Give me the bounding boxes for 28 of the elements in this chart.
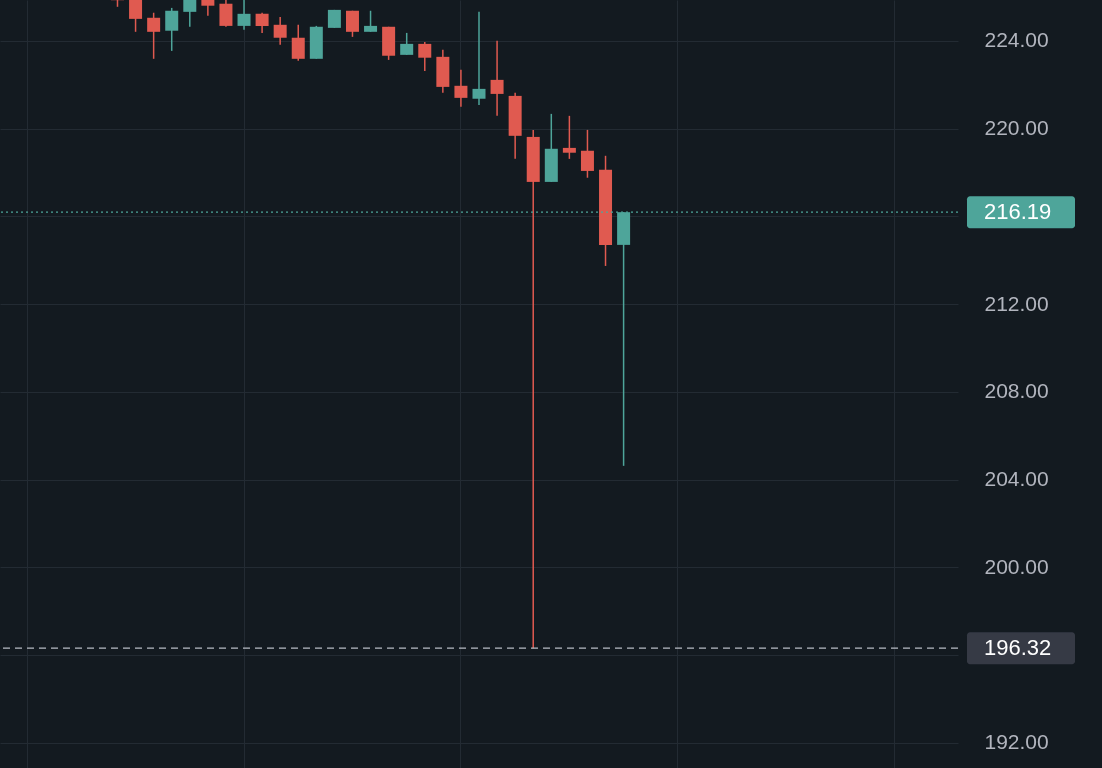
candlestick [165, 7, 179, 52]
candlestick [562, 115, 576, 160]
candlestick [364, 10, 378, 33]
candlestick [129, 0, 143, 33]
y-tick-label: 212.00 [984, 291, 1049, 315]
candlestick [255, 11, 269, 34]
ref-line-label: 196.32 [984, 635, 1052, 661]
candlestick [472, 11, 486, 106]
candlestick [490, 40, 504, 117]
y-tick-label: 224.00 [984, 28, 1049, 52]
y-tick-label: 192.00 [984, 730, 1049, 754]
candlestick [183, 0, 197, 28]
candlestick [237, 0, 251, 31]
candlestick [345, 10, 359, 38]
candlestick [147, 11, 161, 60]
candlestick [291, 24, 305, 62]
candlestick [219, 0, 233, 28]
y-tick-label: 200.00 [984, 554, 1049, 578]
ref-line-label: 216.19 [984, 199, 1052, 225]
candlestick [400, 32, 414, 56]
candlestick [418, 41, 432, 72]
candlestick [454, 69, 468, 108]
y-tick-label: 220.00 [984, 116, 1049, 140]
y-tick-label: 208.00 [984, 379, 1049, 403]
y-tick-label: 204.00 [984, 467, 1049, 491]
candlestick [273, 16, 287, 46]
candlestick [526, 129, 540, 649]
candlestick [580, 129, 594, 179]
